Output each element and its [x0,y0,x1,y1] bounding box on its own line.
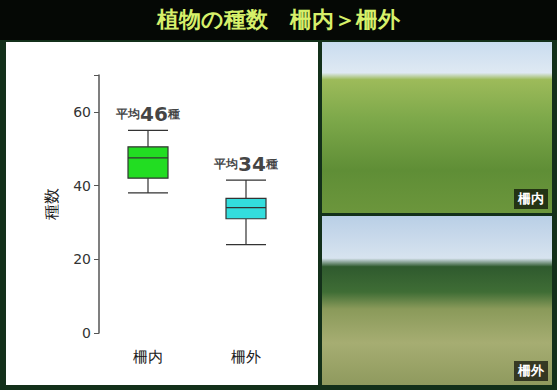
html-text:柵外: 柵外 [518,363,544,378]
svg-text:種: 種 [265,157,278,171]
svg-text:60: 60 [73,104,91,120]
svg-text:種数: 種数 [42,188,61,220]
html-text:柵内: 柵内 [518,191,544,206]
svg-text:平均: 平均 [213,157,238,171]
svg-text:種: 種 [167,107,180,121]
svg-text:40: 40 [73,178,91,194]
html-text:植物の種数 柵内＞柵外: 植物の種数 柵内＞柵外 [157,7,400,32]
svg-text:34: 34 [238,152,266,176]
svg-text:20: 20 [73,251,91,267]
svg-text:平均: 平均 [115,107,140,121]
svg-text:柵内: 柵内 [133,348,163,366]
svg-text:46: 46 [140,102,168,126]
svg-text:柵外: 柵外 [231,348,261,366]
svg-text:0: 0 [82,325,91,341]
